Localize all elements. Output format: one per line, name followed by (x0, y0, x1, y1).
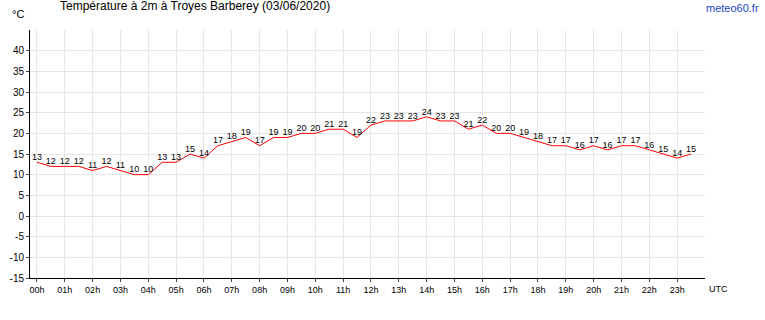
svg-text:08h: 08h (252, 285, 267, 295)
svg-text:16: 16 (603, 140, 613, 150)
svg-text:06h: 06h (196, 285, 211, 295)
svg-text:19: 19 (282, 127, 292, 137)
svg-text:13: 13 (171, 152, 181, 162)
svg-text:17: 17 (589, 135, 599, 145)
svg-text:00h: 00h (29, 285, 44, 295)
svg-text:01h: 01h (57, 285, 72, 295)
svg-text:°C: °C (12, 8, 24, 20)
svg-text:17: 17 (630, 135, 640, 145)
svg-text:19: 19 (352, 127, 362, 137)
svg-text:10: 10 (143, 164, 153, 174)
svg-text:22: 22 (366, 115, 376, 125)
svg-text:11: 11 (88, 160, 97, 170)
svg-text:24: 24 (422, 107, 432, 117)
svg-text:19: 19 (519, 127, 529, 137)
svg-text:23: 23 (408, 111, 418, 121)
svg-text:15: 15 (185, 144, 195, 154)
svg-text:Température à 2m à Troyes Barb: Température à 2m à Troyes Barberey (03/0… (60, 0, 330, 13)
svg-text:10: 10 (13, 169, 25, 180)
svg-text:UTC: UTC (709, 284, 728, 294)
svg-text:13h: 13h (391, 285, 406, 295)
svg-text:17: 17 (255, 135, 265, 145)
svg-text:20: 20 (505, 123, 515, 133)
svg-text:21: 21 (463, 119, 473, 129)
svg-text:23: 23 (380, 111, 390, 121)
svg-text:20: 20 (13, 128, 25, 139)
svg-text:21: 21 (324, 119, 334, 129)
svg-text:15: 15 (13, 149, 25, 160)
svg-text:-5: -5 (15, 231, 24, 242)
svg-text:19: 19 (269, 127, 279, 137)
svg-text:-15: -15 (10, 273, 25, 284)
svg-text:13: 13 (157, 152, 167, 162)
svg-text:11h: 11h (336, 285, 350, 295)
svg-text:22: 22 (477, 115, 487, 125)
svg-text:14h: 14h (419, 285, 434, 295)
svg-text:30: 30 (13, 87, 25, 98)
svg-text:03h: 03h (113, 285, 128, 295)
svg-text:21: 21 (338, 119, 348, 129)
svg-text:11: 11 (116, 160, 125, 170)
svg-text:17h: 17h (503, 285, 518, 295)
svg-text:12: 12 (46, 156, 56, 166)
svg-text:04h: 04h (141, 285, 156, 295)
svg-text:16: 16 (575, 140, 585, 150)
svg-text:22h: 22h (642, 285, 657, 295)
svg-text:05h: 05h (169, 285, 184, 295)
svg-text:13: 13 (32, 152, 42, 162)
svg-text:23: 23 (436, 111, 446, 121)
svg-text:meteo60.fr: meteo60.fr (706, 2, 759, 14)
svg-text:21h: 21h (614, 285, 629, 295)
svg-text:20: 20 (296, 123, 306, 133)
svg-text:23: 23 (449, 111, 459, 121)
svg-text:10h: 10h (308, 285, 323, 295)
svg-text:20: 20 (491, 123, 501, 133)
svg-text:12h: 12h (363, 285, 378, 295)
svg-text:15h: 15h (447, 285, 462, 295)
svg-text:5: 5 (18, 190, 24, 201)
svg-text:10: 10 (129, 164, 139, 174)
svg-text:35: 35 (13, 66, 25, 77)
svg-text:18: 18 (533, 131, 543, 141)
svg-text:15: 15 (686, 144, 696, 154)
svg-text:12: 12 (74, 156, 84, 166)
svg-text:40: 40 (13, 45, 25, 56)
svg-text:09h: 09h (280, 285, 295, 295)
svg-text:16h: 16h (475, 285, 490, 295)
svg-text:17: 17 (547, 135, 557, 145)
svg-text:18: 18 (227, 131, 237, 141)
svg-text:07h: 07h (224, 285, 239, 295)
svg-text:12: 12 (60, 156, 70, 166)
svg-text:17: 17 (616, 135, 626, 145)
svg-text:14: 14 (199, 148, 209, 158)
svg-text:23h: 23h (670, 285, 685, 295)
svg-text:12: 12 (102, 156, 112, 166)
svg-text:25: 25 (13, 107, 25, 118)
svg-text:18h: 18h (530, 285, 545, 295)
svg-text:15: 15 (658, 144, 668, 154)
svg-text:20: 20 (310, 123, 320, 133)
svg-text:17: 17 (213, 135, 223, 145)
svg-text:20h: 20h (586, 285, 601, 295)
svg-text:19h: 19h (558, 285, 573, 295)
svg-text:17: 17 (561, 135, 571, 145)
svg-text:0: 0 (18, 211, 24, 222)
svg-text:-10: -10 (10, 252, 25, 263)
svg-text:14: 14 (672, 148, 682, 158)
svg-text:23: 23 (394, 111, 404, 121)
svg-text:02h: 02h (85, 285, 100, 295)
svg-text:19: 19 (241, 127, 251, 137)
svg-text:16: 16 (644, 140, 654, 150)
